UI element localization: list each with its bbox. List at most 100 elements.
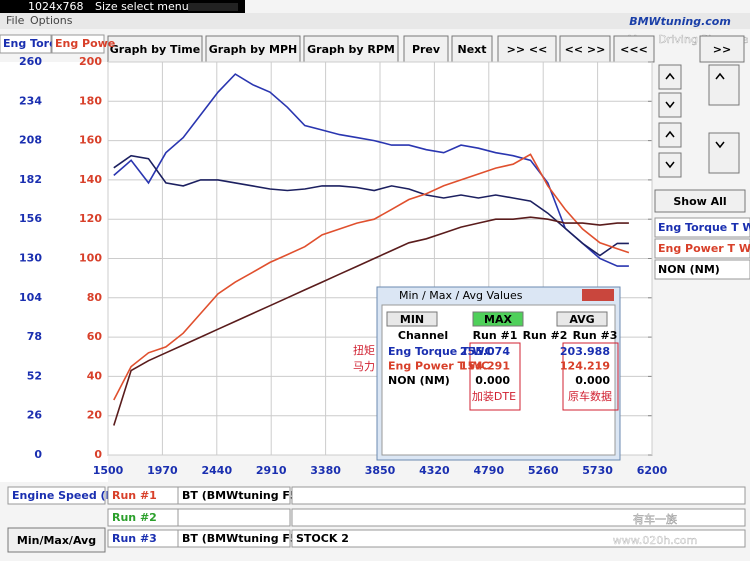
toolbar-button[interactable] (699, 35, 745, 63)
scroll-button[interactable] (658, 64, 682, 90)
run-file-box (177, 529, 291, 548)
series-line (113, 73, 629, 267)
column-header: Run #3 (573, 329, 618, 342)
series-line (113, 216, 629, 426)
arrow-icon (715, 72, 725, 80)
column-header: Run #2 (523, 329, 568, 342)
row-channel: NON (NM) (388, 374, 450, 387)
scroll-button[interactable] (658, 152, 682, 178)
arrow-icon (715, 141, 725, 149)
menu-item: File (6, 14, 25, 27)
x-tick-label: 5730 (582, 464, 613, 477)
toolbar-button[interactable] (451, 35, 493, 63)
y2-tick-label: 100 (79, 252, 102, 265)
y2-tick-label: 180 (79, 94, 102, 107)
resolution: 1024x768 (28, 0, 84, 13)
dialog-button[interactable] (386, 311, 438, 327)
y2-axis-label: Eng Powe (55, 37, 115, 50)
y-tick-label: 0 (34, 448, 42, 461)
y-label-box (0, 34, 52, 54)
toolbar-button[interactable] (559, 35, 611, 63)
y-tick-label: 130 (19, 252, 42, 265)
column-header: Channel (398, 329, 448, 342)
arrow-icon (665, 130, 675, 138)
min-max-avg-button[interactable] (7, 527, 106, 553)
series-line (113, 154, 629, 257)
run-note-box (291, 486, 746, 505)
run-file-box (177, 486, 291, 505)
scroll-button[interactable] (658, 92, 682, 118)
run-note: STOCK 2 (296, 532, 349, 545)
y-tick-label: 234 (19, 94, 42, 107)
x-axis-label: Engine Speed (RI (12, 489, 118, 502)
run-file-box (177, 508, 291, 527)
dialog-button[interactable] (472, 311, 524, 327)
run-file: BT (BMWtuning F52 1 (182, 532, 317, 545)
toolbar-button[interactable] (303, 35, 399, 63)
y-axis-label: Eng Torq (3, 37, 57, 50)
scroll-button[interactable] (658, 122, 682, 148)
channel-label: Eng Power T WC (658, 242, 750, 255)
size-menu: Size select menu (95, 0, 189, 13)
y2-tick-label: 120 (79, 212, 102, 225)
scroll-button[interactable] (708, 132, 740, 174)
axis-panel (0, 62, 108, 482)
y-tick-label: 104 (19, 291, 42, 304)
run-label: Run #2 (112, 511, 157, 524)
y-tick-label: 208 (19, 134, 42, 147)
y2-tick-label: 160 (79, 134, 102, 147)
min-max-avg-button-label: Min/Max/Avg (17, 534, 96, 547)
highlight-box (469, 342, 521, 411)
row-channel: Eng Torque T WC (388, 345, 493, 358)
x-tick-label: 6200 (637, 464, 668, 477)
dialog-close[interactable] (582, 289, 614, 301)
y2-tick-label: 40 (87, 369, 103, 382)
row-value: 255.074 (460, 345, 510, 358)
run-note-box (291, 508, 746, 527)
toolbar-button[interactable] (497, 35, 557, 63)
arrow-icon (665, 101, 675, 109)
x-tick-label: 2910 (256, 464, 287, 477)
toolbar-button-label: Graph by MPH (209, 43, 298, 56)
watermark-url: www.020h.com (613, 534, 697, 547)
row-value: 124.219 (560, 360, 610, 373)
toolbar-button[interactable] (613, 35, 655, 63)
menu-bar (0, 13, 750, 29)
menu-item: Options (30, 14, 73, 27)
toolbar-button[interactable] (205, 35, 301, 63)
y-tick-label: 78 (27, 330, 42, 343)
y-tick-label: 260 (19, 55, 42, 68)
show-all-button[interactable] (654, 189, 746, 213)
series-line (113, 153, 630, 401)
dialog-button[interactable] (556, 311, 608, 327)
x-axis-label-box (7, 486, 106, 505)
toolbar-button-label: >> (713, 43, 731, 56)
show-all-button-label: Show All (673, 195, 726, 208)
toolbar-button[interactable] (403, 35, 449, 63)
dialog-body (381, 304, 616, 456)
dialog-button-label: MAX (484, 313, 512, 326)
row-channel: Eng Power T WC (388, 360, 489, 373)
toolbar-button-label: Graph by RPM (307, 43, 395, 56)
x-tick-label: 4320 (419, 464, 450, 477)
y2-tick-label: 0 (94, 448, 102, 461)
highlight-box (562, 342, 619, 411)
column-header: Run #1 (473, 329, 518, 342)
y-tick-label: 156 (19, 212, 42, 225)
annotation: 扭矩 (353, 343, 375, 357)
annotation: 马力 (353, 360, 375, 373)
scroll-button[interactable] (708, 64, 740, 106)
toolbar-button[interactable] (107, 35, 203, 63)
arrow-icon (665, 161, 675, 169)
x-tick-label: 5260 (528, 464, 559, 477)
toolbar-button-label: Next (457, 43, 486, 56)
annotation: 加装DTE (472, 390, 516, 403)
watermark: 有车一族 (633, 512, 677, 526)
toolbar-button-label: << >> (565, 43, 606, 56)
logo: BMWtuning.com (629, 15, 731, 28)
toolbar-button-label: <<< (620, 43, 648, 56)
y-tick-label: 26 (27, 409, 43, 422)
dialog-button-label: MIN (400, 313, 424, 326)
y2-tick-label: 20 (87, 409, 103, 422)
